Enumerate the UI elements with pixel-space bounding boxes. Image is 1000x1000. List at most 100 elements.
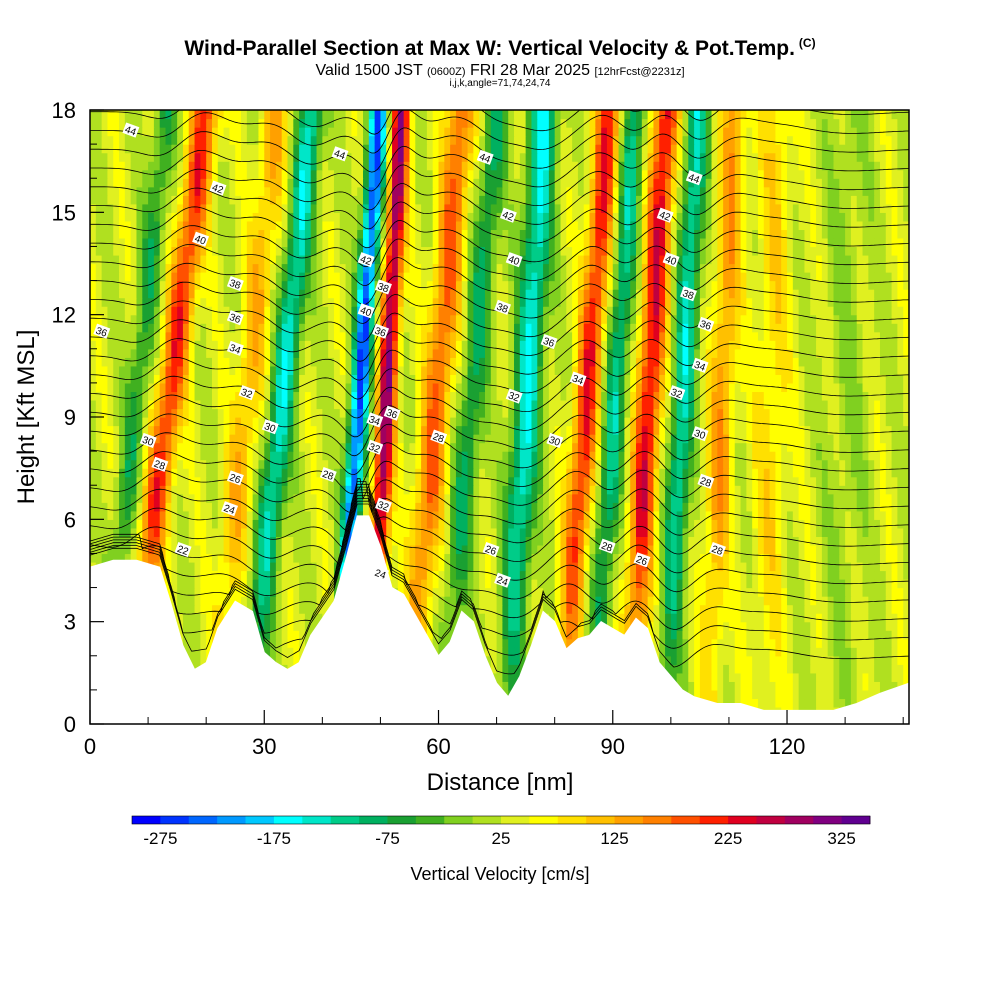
velocity-cell xyxy=(618,510,625,520)
velocity-cell xyxy=(200,613,207,623)
velocity-cell xyxy=(519,587,527,597)
velocity-cell xyxy=(235,502,242,512)
velocity-cell xyxy=(885,425,893,435)
velocity-cell xyxy=(833,502,840,512)
velocity-cell xyxy=(217,417,225,427)
velocity-cell xyxy=(223,544,231,555)
velocity-cell xyxy=(560,596,567,606)
velocity-cell xyxy=(769,527,777,537)
velocity-cell xyxy=(821,451,829,461)
velocity-cell xyxy=(490,502,498,512)
velocity-cell xyxy=(397,493,405,503)
velocity-cell xyxy=(426,527,434,537)
velocity-cell xyxy=(525,510,533,520)
velocity-cell xyxy=(827,527,835,537)
velocity-cell xyxy=(113,451,120,461)
velocity-cell xyxy=(636,613,643,623)
velocity-cell xyxy=(322,561,329,572)
velocity-cell xyxy=(804,553,811,563)
velocity-cell xyxy=(816,519,823,529)
velocity-cell xyxy=(723,681,730,691)
velocity-cell xyxy=(432,519,440,529)
velocity-cell xyxy=(775,587,782,597)
grid-index-line: i,j,k,angle=71,74,24,74 xyxy=(449,78,551,89)
velocity-cell xyxy=(258,579,265,589)
velocity-cell xyxy=(868,596,875,606)
velocity-cell xyxy=(670,425,678,435)
velocity-cell xyxy=(723,561,730,572)
velocity-cell xyxy=(304,570,312,580)
velocity-cell xyxy=(514,655,521,665)
velocity-cell xyxy=(496,519,504,529)
velocity-cell xyxy=(426,476,434,486)
velocity-cell xyxy=(345,493,352,503)
velocity-cell xyxy=(357,502,364,512)
velocity-cell xyxy=(577,536,585,546)
velocity-cell xyxy=(241,510,248,520)
velocity-cell xyxy=(514,579,521,589)
velocity-cell xyxy=(206,630,213,640)
velocity-cell xyxy=(496,459,504,469)
velocity-cell xyxy=(444,570,451,580)
velocity-cell xyxy=(752,587,759,597)
velocity-cell xyxy=(415,502,422,512)
velocity-cell xyxy=(653,442,660,452)
velocity-cell xyxy=(182,527,190,537)
velocity-cell xyxy=(763,493,771,503)
velocity-cell xyxy=(223,425,231,435)
velocity-cell xyxy=(647,613,655,623)
velocity-cell xyxy=(177,553,184,563)
velocity-cell xyxy=(363,459,370,469)
velocity-cell xyxy=(821,604,829,614)
velocity-cell xyxy=(514,485,521,495)
velocity-cell xyxy=(426,485,434,495)
velocity-cell xyxy=(182,587,190,597)
velocity-cell xyxy=(287,502,294,512)
velocity-cell xyxy=(316,442,323,452)
velocity-cell xyxy=(810,553,817,563)
velocity-cell xyxy=(450,493,457,503)
velocity-cell xyxy=(304,596,312,606)
velocity-cell xyxy=(514,468,521,478)
velocity-cell xyxy=(124,451,132,461)
velocity-cell xyxy=(839,502,846,512)
velocity-cell xyxy=(484,434,492,444)
velocity-cell xyxy=(206,434,213,444)
velocity-cell xyxy=(241,417,248,427)
velocity-cell xyxy=(531,510,538,520)
velocity-cell xyxy=(293,442,300,452)
velocity-cell xyxy=(153,519,161,529)
velocity-cell xyxy=(380,434,387,444)
velocity-cell xyxy=(130,536,138,546)
velocity-cell xyxy=(874,493,881,503)
velocity-cell xyxy=(293,519,300,529)
velocity-cell xyxy=(264,604,271,614)
velocity-cell xyxy=(409,544,416,555)
velocity-cell xyxy=(885,544,893,555)
velocity-cell xyxy=(670,451,678,461)
velocity-cell xyxy=(95,434,103,444)
velocity-cell xyxy=(514,553,521,563)
velocity-cell xyxy=(525,604,533,614)
velocity-cell xyxy=(159,570,167,580)
velocity-cell xyxy=(194,476,201,486)
velocity-cell xyxy=(426,434,434,444)
velocity-cell xyxy=(897,630,904,640)
velocity-cell xyxy=(874,587,881,597)
velocity-cell xyxy=(879,536,887,546)
velocity-cell xyxy=(775,485,782,495)
velocity-cell xyxy=(705,630,713,640)
velocity-cell xyxy=(752,451,759,461)
velocity-cell xyxy=(328,459,335,469)
velocity-cell xyxy=(804,698,811,708)
velocity-cell xyxy=(839,596,846,606)
velocity-cell xyxy=(142,468,149,478)
velocity-cell xyxy=(665,587,672,597)
velocity-cell xyxy=(804,442,811,452)
velocity-cell xyxy=(508,655,515,665)
velocity-cell xyxy=(694,476,701,486)
velocity-cell xyxy=(781,476,788,486)
velocity-cell xyxy=(328,527,335,537)
velocity-cell xyxy=(165,519,172,529)
velocity-cell xyxy=(310,434,318,444)
